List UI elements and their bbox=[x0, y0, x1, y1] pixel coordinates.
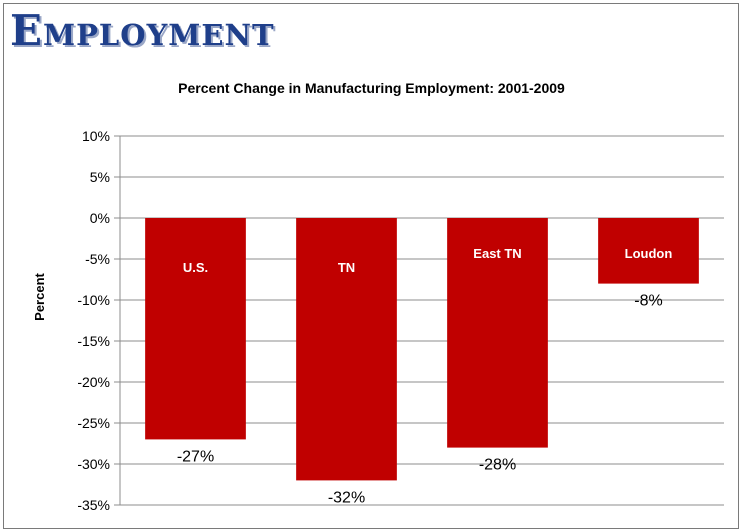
chart-title: Percent Change in Manufacturing Employme… bbox=[178, 80, 565, 96]
data-label: -27% bbox=[177, 448, 214, 465]
category-label: Loudon bbox=[625, 246, 673, 261]
y-axis-label: Percent bbox=[32, 272, 47, 320]
y-tick-label: -5% bbox=[85, 251, 110, 267]
bars bbox=[145, 218, 699, 481]
data-label: -32% bbox=[328, 489, 365, 506]
bar-tn bbox=[296, 218, 397, 481]
bar-loudon bbox=[598, 218, 699, 284]
data-label: -8% bbox=[634, 293, 662, 310]
y-tick-label: 5% bbox=[90, 169, 110, 185]
y-axis-tick-labels: 10% 5% 0% -5% -10% -15% -20% -25% -30% -35% bbox=[77, 128, 110, 513]
slide-title: Employment bbox=[10, 6, 275, 55]
data-labels: U.S. -27% TN -32% East TN -28% Loudon -8% bbox=[177, 246, 673, 506]
y-tick-label: -15% bbox=[77, 333, 110, 349]
category-label: U.S. bbox=[183, 260, 208, 275]
bar-u-s bbox=[145, 218, 246, 440]
y-tick-label: -30% bbox=[77, 456, 110, 472]
y-tick-label: 0% bbox=[90, 210, 110, 226]
bar-east-tn bbox=[447, 218, 548, 448]
y-tick-label: -20% bbox=[77, 374, 110, 390]
category-label: TN bbox=[338, 260, 355, 275]
y-tick-label: -25% bbox=[77, 415, 110, 431]
y-tick-label: -35% bbox=[77, 497, 110, 513]
y-tick-label: -10% bbox=[77, 292, 110, 308]
category-label: East TN bbox=[473, 246, 521, 261]
data-label: -28% bbox=[479, 457, 516, 474]
y-tick-label: 10% bbox=[82, 128, 110, 144]
